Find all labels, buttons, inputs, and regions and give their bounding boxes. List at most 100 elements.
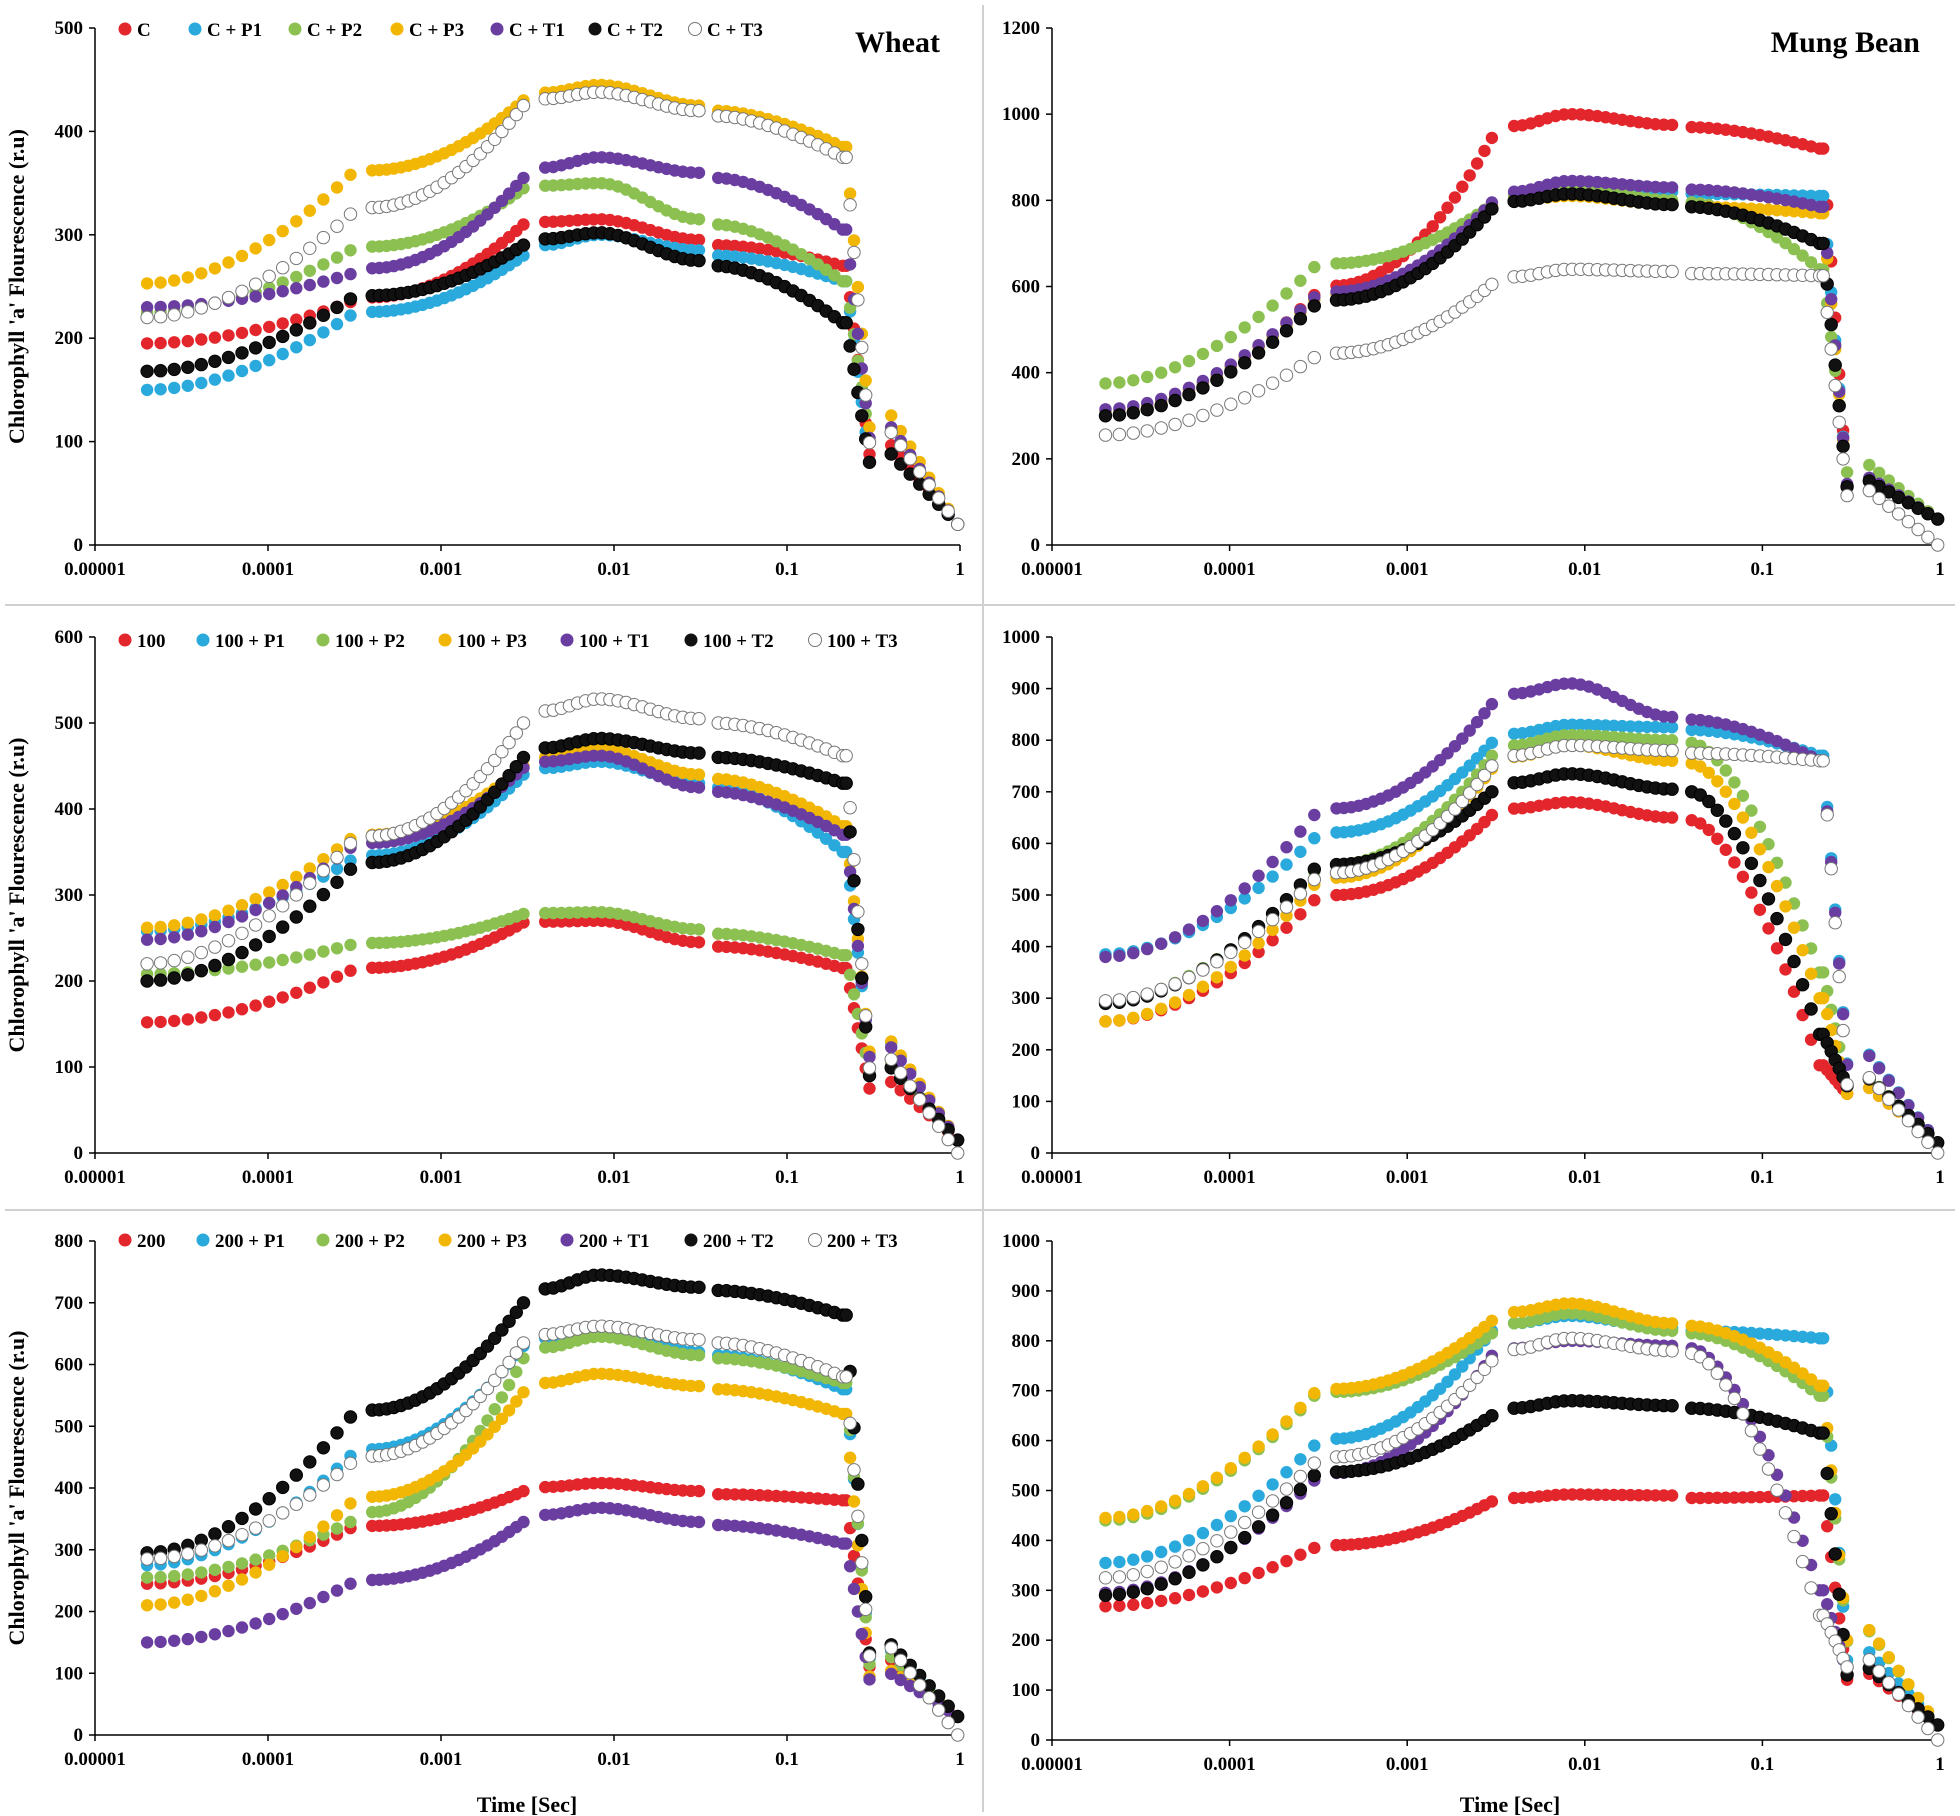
data-point — [290, 870, 303, 884]
data-point — [1182, 988, 1196, 1002]
data-point — [1265, 335, 1280, 349]
data-point — [1294, 825, 1307, 838]
data-point — [1099, 1556, 1112, 1570]
data-point — [839, 150, 853, 165]
legend-marker — [118, 22, 132, 36]
data-point — [1891, 1687, 1906, 1701]
data-point — [1862, 1653, 1877, 1667]
series-200+p3 — [140, 1367, 964, 1723]
data-point — [1113, 1555, 1126, 1569]
data-point — [330, 1584, 344, 1597]
data-point — [317, 945, 330, 958]
data-point — [181, 968, 195, 982]
data-point — [1891, 1103, 1906, 1117]
data-point — [303, 278, 316, 292]
data-point — [208, 940, 222, 954]
x-tick-label: 1 — [1935, 1754, 1945, 1775]
data-point — [290, 215, 303, 228]
data-point — [343, 1456, 358, 1471]
data-point — [1665, 118, 1679, 132]
data-point — [194, 1543, 209, 1557]
data-point — [249, 1553, 262, 1566]
data-point — [140, 364, 154, 378]
data-point — [1252, 881, 1265, 895]
data-point — [1901, 1114, 1916, 1128]
data-point — [1224, 894, 1238, 907]
legend-label: C + T1 — [509, 20, 565, 41]
data-point — [1280, 1466, 1293, 1479]
data-point — [1702, 823, 1716, 837]
data-point — [1787, 921, 1801, 934]
data-point — [249, 903, 262, 917]
panel-title: Wheat — [855, 26, 940, 59]
data-point — [195, 376, 208, 390]
data-point — [495, 1391, 509, 1404]
data-point — [1196, 980, 1210, 993]
data-point — [1828, 378, 1842, 393]
data-point — [951, 1146, 965, 1160]
data-point — [692, 746, 706, 760]
data-point — [317, 275, 330, 288]
data-point — [847, 245, 861, 260]
y-tick-label: 200 — [55, 971, 84, 992]
data-point — [195, 1011, 208, 1024]
data-point — [1294, 1548, 1307, 1561]
data-point — [140, 974, 154, 988]
data-point — [1761, 1462, 1776, 1476]
data-point — [262, 1492, 276, 1506]
data-point — [1155, 1500, 1168, 1513]
data-point — [290, 1602, 303, 1616]
data-point — [276, 1506, 290, 1520]
data-point — [1456, 180, 1469, 193]
data-point — [208, 331, 222, 344]
data-point — [154, 300, 167, 314]
data-point — [1817, 1584, 1830, 1597]
data-point — [140, 301, 154, 314]
data-point — [840, 223, 853, 236]
data-point — [181, 950, 195, 964]
data-point — [1753, 1490, 1767, 1504]
data-point — [1882, 1651, 1896, 1664]
data-point — [1485, 759, 1499, 773]
data-point — [922, 1106, 936, 1120]
data-point — [140, 1636, 154, 1649]
data-point — [843, 1416, 857, 1431]
data-point — [1787, 243, 1801, 256]
legend-marker — [808, 633, 822, 647]
data-point — [153, 1551, 168, 1566]
data-point — [208, 1628, 222, 1641]
y-tick-label: 800 — [55, 1231, 84, 1252]
chart-panel-4: 0 100 200 300 400 500 600 700 800 900 1000 0.00001 0… — [1002, 627, 1945, 1188]
data-point — [1182, 387, 1196, 402]
legend-marker — [196, 1233, 210, 1247]
y-tick-label: 0 — [74, 1143, 84, 1164]
series-100 — [140, 914, 964, 1147]
data-point — [1251, 924, 1266, 939]
data-point — [276, 991, 289, 1004]
data-point — [843, 339, 857, 353]
data-point — [903, 1079, 917, 1093]
data-point — [509, 1346, 523, 1360]
data-point — [181, 1632, 194, 1646]
y-tick-label: 700 — [55, 1293, 84, 1314]
data-point — [1141, 1007, 1154, 1021]
data-point — [1196, 1542, 1210, 1556]
data-point — [1872, 1081, 1886, 1096]
series-c+t1 — [1099, 174, 1944, 526]
data-point — [1817, 992, 1830, 1005]
data-point — [222, 256, 235, 269]
data-point — [1711, 775, 1724, 788]
data-point — [276, 889, 289, 902]
data-point — [1441, 201, 1454, 214]
data-point — [855, 1533, 869, 1548]
data-point — [289, 1468, 303, 1482]
data-point — [1470, 777, 1484, 792]
data-point — [1224, 1462, 1238, 1475]
legend-marker — [118, 633, 132, 647]
data-point — [303, 204, 316, 217]
data-point — [168, 1014, 181, 1028]
series-100+t2 — [1098, 767, 1945, 1150]
data-point — [862, 1061, 877, 1075]
data-point — [839, 749, 853, 763]
data-point — [195, 333, 208, 346]
